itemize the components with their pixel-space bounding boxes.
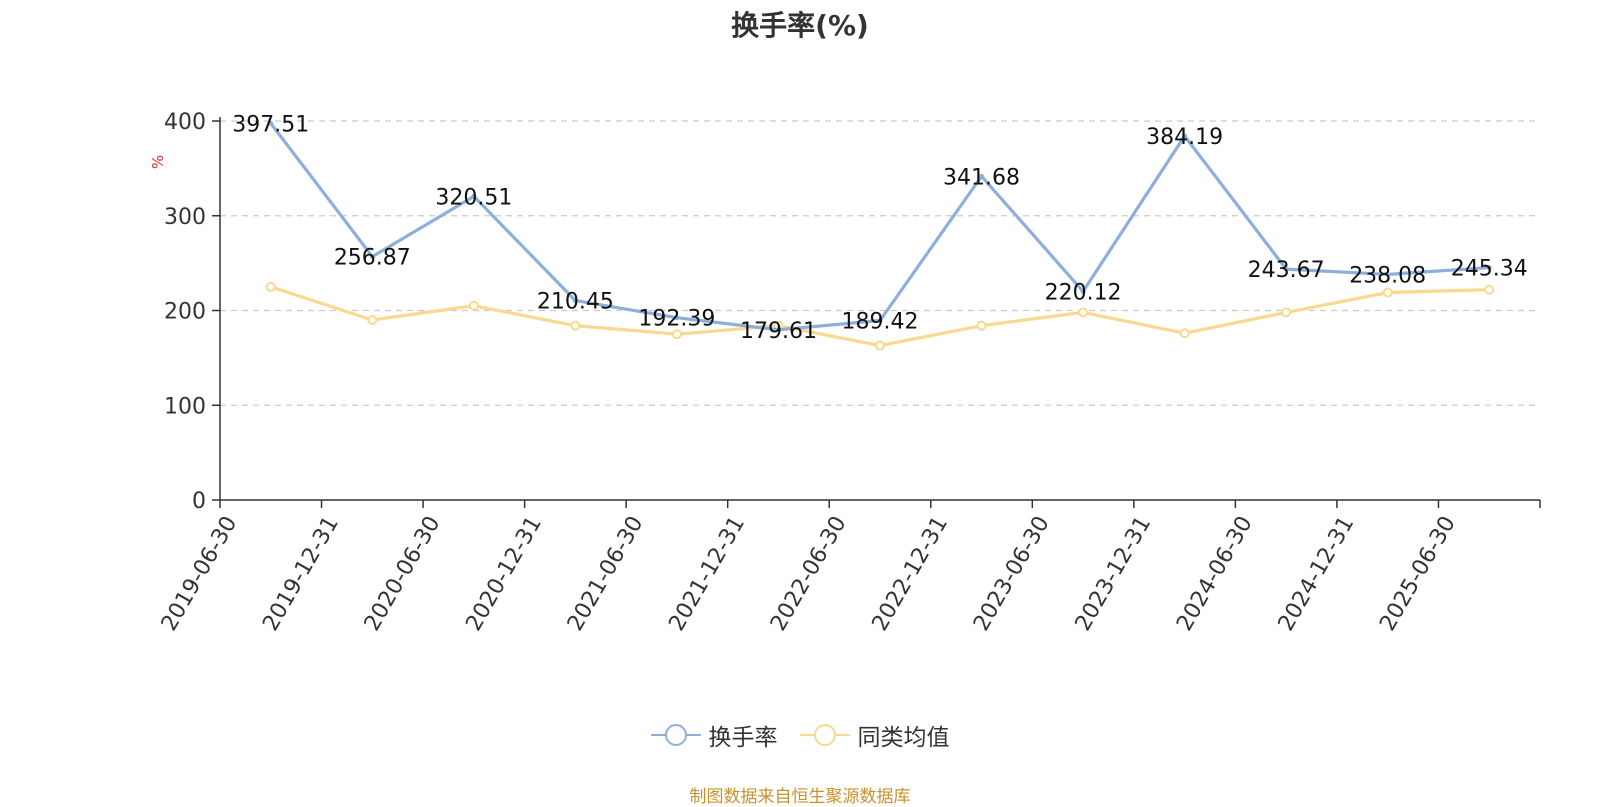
data-point-turnover <box>1486 265 1492 271</box>
legend-label-peer-average: 同类均值 <box>857 725 950 751</box>
data-point-turnover <box>674 315 680 321</box>
data-point-peer-average <box>1179 328 1190 339</box>
data-point-peer-average <box>671 329 682 340</box>
data-point-turnover <box>572 298 578 304</box>
data-point-peer-average <box>976 320 987 331</box>
y-tick-label: 100 <box>164 394 206 419</box>
data-point-peer-average <box>265 281 276 292</box>
x-tick-label: 2022-06-30 <box>766 512 852 635</box>
data-label-turnover: 220.12 <box>1045 280 1122 305</box>
x-tick-label: 2021-12-31 <box>664 512 750 635</box>
x-tick-label: 2024-06-30 <box>1172 512 1258 635</box>
data-point-turnover <box>268 120 274 126</box>
data-point-peer-average <box>367 314 378 325</box>
legend-marker-turnover <box>650 724 701 746</box>
data-point-turnover <box>1182 133 1188 139</box>
data-point-peer-average <box>1281 307 1292 318</box>
data-point-turnover <box>1080 288 1086 294</box>
data-point-peer-average <box>1484 284 1495 295</box>
x-tick-label: 2020-12-31 <box>461 512 547 635</box>
data-point-turnover <box>1283 266 1289 272</box>
data-point-peer-average <box>1078 307 1089 318</box>
y-tick-label: 0 <box>192 489 206 514</box>
y-tick-label: 400 <box>164 110 206 135</box>
data-label-turnover: 210.45 <box>537 290 614 315</box>
x-tick-label: 2023-12-31 <box>1071 512 1157 635</box>
data-point-turnover <box>471 193 477 199</box>
legend-marker-peer-average <box>799 724 850 746</box>
data-label-turnover: 189.42 <box>842 310 919 335</box>
data-point-turnover <box>369 254 375 260</box>
data-source-note: 制图数据来自恒生聚源数据库 <box>689 787 911 807</box>
data-point-peer-average <box>875 340 885 351</box>
x-tick-label: 2022-12-31 <box>868 512 954 635</box>
data-label-turnover: 243.67 <box>1248 258 1325 283</box>
data-point-peer-average <box>570 320 581 331</box>
data-label-turnover: 341.68 <box>943 165 1020 190</box>
x-tick-label: 2019-06-30 <box>157 512 243 635</box>
data-point-turnover <box>979 173 985 179</box>
data-point-peer-average <box>1382 287 1393 298</box>
x-tick-label: 2024-12-31 <box>1274 512 1360 635</box>
x-tick-label: 2019-12-31 <box>258 512 344 635</box>
x-tick-label: 2025-06-30 <box>1375 512 1461 635</box>
legend-item-peer-average[interactable]: 同类均值 <box>799 718 950 752</box>
y-tick-label: 200 <box>164 300 206 325</box>
data-label-turnover: 245.34 <box>1451 257 1528 282</box>
data-label-turnover: 384.19 <box>1146 125 1223 150</box>
x-tick-label: 2021-06-30 <box>563 512 649 635</box>
chart-title: 换手率(%) <box>731 9 869 42</box>
data-point-turnover <box>775 327 781 333</box>
series-line-turnover <box>269 122 1490 332</box>
data-label-turnover: 238.08 <box>1349 263 1426 288</box>
data-point-turnover <box>1385 271 1391 277</box>
legend-item-turnover[interactable]: 换手率 <box>650 718 778 752</box>
data-label-turnover: 397.51 <box>232 112 309 137</box>
y-tick-label: 300 <box>164 205 206 230</box>
data-label-turnover: 256.87 <box>334 246 411 271</box>
data-label-turnover: 179.61 <box>740 319 817 344</box>
data-point-turnover <box>877 318 883 324</box>
legend: 换手率 同类均值 <box>0 718 1600 752</box>
x-tick-label: 2023-06-30 <box>969 512 1055 635</box>
data-point-peer-average <box>468 300 479 311</box>
data-label-turnover: 320.51 <box>435 185 512 210</box>
data-label-turnover: 192.39 <box>638 307 715 332</box>
legend-label-turnover: 换手率 <box>708 725 778 751</box>
y-axis-label: % <box>149 155 167 169</box>
x-tick-label: 2020-06-30 <box>360 512 446 635</box>
